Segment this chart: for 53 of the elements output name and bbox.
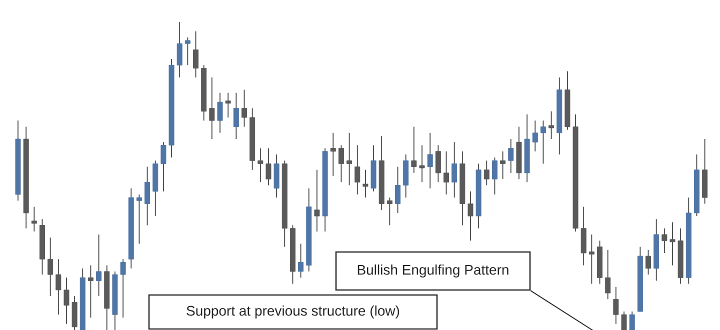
annotation: Bullish Engulfing Pattern: [358, 264, 508, 278]
candlestick: [241, 89, 247, 128]
candlestick: [411, 126, 417, 174]
candlestick: [548, 110, 554, 140]
candlestick: [233, 92, 239, 140]
candlestick: [338, 144, 344, 183]
candlestick: [662, 228, 668, 254]
candlestick: [613, 286, 619, 324]
candlestick: [346, 132, 352, 186]
candlestick: [419, 144, 425, 183]
candlestick: [468, 190, 474, 242]
candlestick: [605, 249, 611, 300]
candlestick: [492, 157, 498, 195]
candlestick: [532, 120, 538, 152]
candlestick: [144, 166, 150, 226]
candlestick: [258, 148, 264, 183]
candlestick: [120, 258, 126, 318]
candlestick: [298, 243, 304, 278]
candlestick: [184, 36, 190, 66]
candlestick: [176, 22, 182, 78]
candlestick: [670, 222, 676, 266]
candlestick: [484, 160, 490, 186]
candlestick: [31, 206, 37, 232]
candlestick: [209, 76, 215, 140]
candlestick: [314, 169, 320, 232]
candlestick: [330, 132, 336, 176]
candlestick: [88, 264, 94, 318]
candlestick: [508, 138, 514, 174]
candlestick: [362, 169, 368, 198]
candlestick: [443, 150, 450, 195]
candlestick: [645, 249, 652, 276]
candlestick: [588, 234, 594, 284]
candlestick: [266, 148, 272, 186]
candlestick: [540, 120, 546, 164]
candlestick: [64, 277, 70, 324]
candlestick: [427, 132, 433, 189]
candlestick: [354, 144, 360, 195]
candlestick: [160, 142, 166, 192]
candlestick: [56, 258, 62, 316]
candlestick: [225, 92, 231, 118]
candlestick: [217, 92, 223, 134]
candlestick: [193, 30, 199, 78]
candlestick: [386, 197, 392, 226]
candlestick: [48, 237, 54, 297]
candlestick: [500, 150, 506, 180]
candlestick: [452, 142, 458, 198]
candlestick: [395, 166, 401, 214]
candlestick: [96, 234, 102, 297]
candlestick: [629, 311, 635, 330]
candlestick: [621, 311, 627, 330]
candlestick: [136, 194, 142, 244]
candlestick: [435, 144, 441, 183]
annotation: Support at previous structure (low): [186, 305, 400, 319]
